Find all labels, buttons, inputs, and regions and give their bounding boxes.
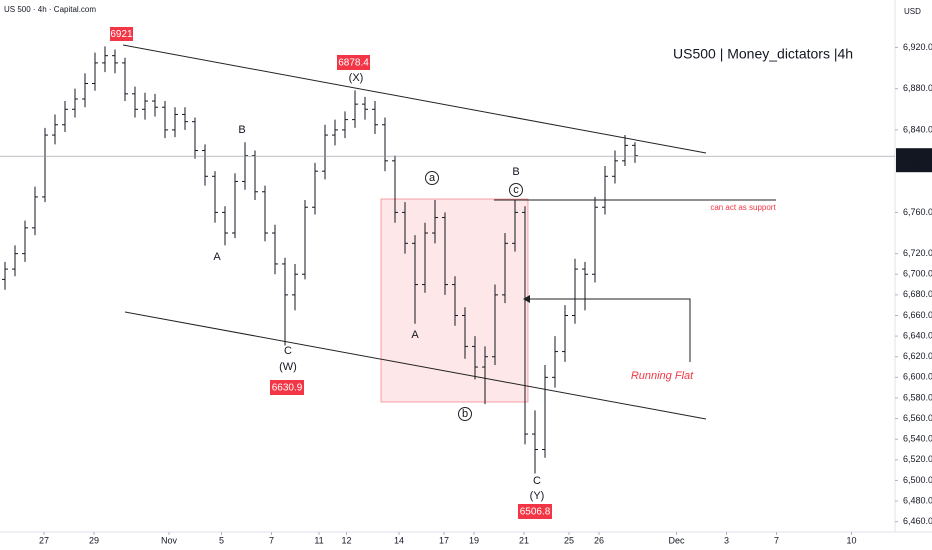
countdown: 02:37:54: [900, 160, 932, 169]
pointer-arrow: [526, 298, 691, 362]
wave-label: b: [462, 408, 468, 420]
wave-circle: [509, 183, 523, 197]
y-tick-label: 6,500.0: [903, 475, 932, 485]
chart-title: US500 | Money_dictators |4h: [673, 46, 853, 62]
y-tick-label: 6,600.0: [903, 372, 932, 382]
y-tick-label: 6,640.0: [903, 330, 932, 340]
wave-label: c: [513, 184, 519, 196]
wave-label: B: [512, 166, 519, 178]
y-tick-label: 6,580.0: [903, 392, 932, 402]
x-tick-label: Dec: [668, 535, 685, 545]
wave-label: A: [411, 329, 419, 341]
y-tick-label: 6,880.0: [903, 83, 932, 93]
current-price-box: [896, 148, 932, 173]
y-tick-label: 6,620.0: [903, 351, 932, 361]
wave-label: C: [284, 345, 292, 357]
x-tick-label: 26: [594, 535, 604, 545]
y-tick-label: 6,520.0: [903, 454, 932, 464]
lower-trendline: [124, 311, 707, 420]
x-tick-label: 5: [219, 535, 224, 545]
upper-trendline: [122, 44, 707, 154]
x-tick-label: 17: [439, 535, 449, 545]
wave-label: (X): [349, 72, 364, 84]
price-box: [110, 27, 133, 41]
x-tick-label: 7: [774, 535, 779, 545]
x-tick-label: 25: [564, 535, 574, 545]
price-label: 6878.4: [338, 58, 369, 69]
x-tick-label: 11: [314, 535, 323, 545]
x-tick-label: 10: [846, 535, 856, 545]
x-tick-label: 21: [519, 535, 529, 545]
y-tick-label: 6,760.0: [903, 207, 932, 217]
y-tick-label: 6,660.0: [903, 310, 932, 320]
y-tick-label: 6,480.0: [903, 495, 932, 505]
price-label: 6630.9: [272, 383, 303, 394]
x-tick-label: 27: [39, 535, 49, 545]
symbol-line: US 500 · 4h · Capital.com: [4, 5, 96, 14]
wave-circle: [425, 171, 439, 185]
price-box: [337, 55, 370, 70]
x-tick-label: 19: [469, 535, 479, 545]
price-box: [518, 504, 552, 519]
y-tick-label: 6,460.0: [903, 516, 932, 526]
wave-label: (W): [279, 361, 297, 373]
y-tick-label: 6,920.0: [903, 42, 932, 52]
y-tick-label: 6,560.0: [903, 413, 932, 423]
price-label: 6506.8: [520, 507, 551, 518]
current-price-label: 6,814.5: [900, 150, 930, 160]
wave-label: (Y): [530, 490, 545, 502]
support-note: can act as support: [710, 203, 776, 212]
wave-label: B: [238, 124, 245, 136]
price-box: [270, 380, 304, 395]
y-tick-label: 6,700.0: [903, 269, 932, 279]
x-tick-label: 3: [724, 535, 729, 545]
wave-label: a: [429, 172, 436, 184]
x-tick-label: 12: [341, 535, 351, 545]
currency: USD: [904, 7, 921, 16]
y-tick-label: 6,680.0: [903, 289, 932, 299]
x-tick-label: 14: [394, 535, 404, 545]
price-label: 6921: [110, 29, 133, 40]
arrow-head: [523, 295, 530, 303]
wave-label: A: [213, 251, 221, 263]
y-tick-label: 6,720.0: [903, 248, 932, 258]
wave-circle: [458, 407, 472, 421]
x-tick-label: Nov: [161, 535, 178, 545]
x-tick-label: 29: [89, 535, 99, 545]
wave-label: C: [533, 475, 541, 487]
pattern-note: Running Flat: [631, 370, 694, 382]
y-tick-label: 6,840.0: [903, 124, 932, 134]
x-tick-label: 7: [269, 535, 274, 545]
y-tick-label: 6,540.0: [903, 434, 932, 444]
